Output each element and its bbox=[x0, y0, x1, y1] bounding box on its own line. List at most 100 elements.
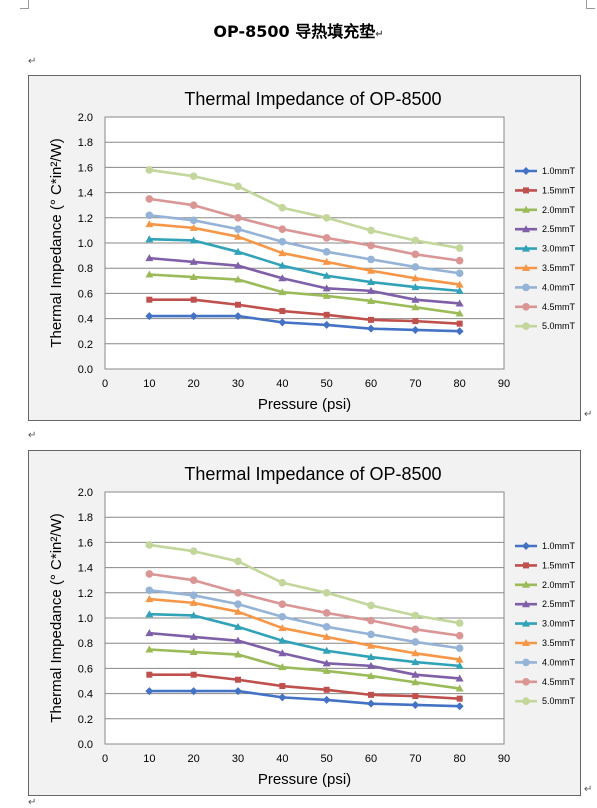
series-1.5mmT bbox=[146, 671, 463, 702]
data-point bbox=[455, 619, 464, 627]
data-point bbox=[145, 235, 154, 243]
y-tick-label: 0.2 bbox=[78, 339, 93, 351]
data-point bbox=[322, 320, 331, 329]
legend-label: 1.0mmT bbox=[542, 541, 576, 551]
legend-label: 4.5mmT bbox=[542, 677, 576, 687]
data-point bbox=[455, 631, 464, 640]
data-point bbox=[145, 312, 154, 321]
x-axis-label: Pressure (psi) bbox=[258, 396, 351, 413]
y-tick-label: 1.0 bbox=[78, 613, 93, 625]
paragraph-mark: ↵ bbox=[28, 430, 37, 441]
data-point bbox=[278, 318, 287, 327]
data-point bbox=[189, 312, 198, 321]
data-point bbox=[367, 653, 375, 661]
data-point bbox=[456, 695, 463, 702]
data-point bbox=[234, 275, 242, 283]
data-point bbox=[234, 232, 242, 240]
series-line bbox=[148, 588, 461, 650]
legend-marker bbox=[522, 658, 530, 667]
x-tick-label: 40 bbox=[276, 753, 288, 765]
data-point bbox=[411, 325, 420, 334]
series-5.0mmT bbox=[145, 166, 464, 252]
data-point bbox=[145, 220, 154, 228]
legend-label: 2.5mmT bbox=[542, 224, 576, 234]
legend-item: 3.0mmT bbox=[515, 244, 576, 254]
data-point bbox=[456, 320, 463, 327]
data-point bbox=[411, 611, 420, 620]
legend-label: 1.5mmT bbox=[542, 185, 576, 195]
legend-marker bbox=[523, 187, 529, 194]
chart-title: Thermal Impedance of OP-8500 bbox=[184, 89, 441, 109]
data-point bbox=[234, 214, 242, 222]
data-point bbox=[234, 225, 242, 233]
y-tick-label: 0.4 bbox=[78, 689, 93, 701]
data-point bbox=[145, 645, 154, 653]
paragraph-mark: ↵ bbox=[28, 797, 37, 808]
data-point bbox=[189, 216, 198, 225]
data-point bbox=[189, 611, 198, 619]
data-point bbox=[322, 646, 331, 654]
chart-thermal-impedance-1[interactable]: Thermal Impedance of OP-8500 0.0 0.2 0.4 0.6… bbox=[28, 75, 581, 421]
data-point bbox=[234, 247, 242, 255]
series-3.0mmT bbox=[145, 235, 464, 294]
x-tick-label: 70 bbox=[409, 378, 421, 390]
data-point bbox=[278, 225, 287, 233]
y-tick-label: 2.0 bbox=[78, 112, 93, 124]
data-point bbox=[323, 311, 330, 318]
series-1.5mmT bbox=[146, 296, 463, 327]
x-tick-label: 50 bbox=[321, 378, 333, 390]
chart-svg: Thermal Impedance of OP-8500 0.0 0.2 0.4 0.6… bbox=[48, 89, 576, 413]
x-tick-label: 20 bbox=[188, 753, 200, 765]
legend-label: 3.0mmT bbox=[542, 244, 576, 254]
y-tick-label: 1.2 bbox=[78, 588, 93, 600]
series-line bbox=[148, 273, 461, 315]
legend-label: 1.5mmT bbox=[542, 560, 576, 570]
x-tick-label: 10 bbox=[143, 378, 155, 390]
chart-thermal-impedance-2[interactable]: Thermal Impedance of OP-8500 0.0 0.2 0.4 0.6… bbox=[28, 450, 581, 796]
legend-item: 4.0mmT bbox=[515, 657, 576, 667]
series-line bbox=[148, 256, 461, 305]
data-point bbox=[322, 659, 331, 667]
paragraph-mark: ↵ bbox=[375, 29, 384, 40]
data-point bbox=[189, 201, 198, 209]
data-point bbox=[145, 166, 154, 174]
data-point bbox=[411, 236, 420, 245]
y-tick-label: 0.8 bbox=[78, 638, 93, 650]
data-point bbox=[455, 286, 464, 294]
data-point bbox=[367, 324, 375, 333]
data-point bbox=[367, 616, 375, 625]
data-point bbox=[234, 261, 242, 269]
data-point bbox=[145, 541, 154, 549]
data-point bbox=[411, 658, 420, 666]
y-axis-label: Thermal Impedance (° C*in²/W) bbox=[48, 513, 65, 722]
data-point bbox=[455, 299, 464, 307]
legend-item: 1.0mmT bbox=[515, 541, 576, 551]
x-tick-label: 30 bbox=[232, 378, 244, 390]
data-point bbox=[189, 257, 198, 265]
data-point bbox=[455, 655, 464, 663]
data-point bbox=[367, 630, 375, 639]
y-tick-label: 1.6 bbox=[78, 162, 93, 174]
document-title: OP-8500 导热填充垫↵ bbox=[0, 18, 597, 42]
data-point bbox=[145, 595, 154, 603]
document-title-text: OP-8500 导热填充垫 bbox=[213, 22, 376, 41]
series-line bbox=[148, 222, 461, 286]
data-point bbox=[235, 301, 241, 308]
legend-item: 2.5mmT bbox=[515, 224, 576, 234]
y-tick-label: 0.8 bbox=[78, 263, 93, 275]
data-point bbox=[322, 257, 331, 265]
data-point bbox=[189, 687, 198, 696]
y-tick-label: 1.0 bbox=[78, 238, 93, 250]
legend-item: 5.0mmT bbox=[515, 696, 576, 706]
data-point bbox=[234, 636, 242, 644]
x-tick-label: 80 bbox=[454, 378, 466, 390]
data-point bbox=[190, 671, 197, 678]
data-point bbox=[367, 286, 375, 294]
data-point bbox=[411, 303, 420, 311]
x-tick-label: 60 bbox=[365, 753, 377, 765]
x-tick-label: 90 bbox=[498, 378, 510, 390]
data-point bbox=[189, 223, 198, 231]
data-point bbox=[279, 308, 286, 315]
data-point bbox=[234, 650, 242, 658]
y-tick-label: 1.6 bbox=[78, 537, 93, 549]
